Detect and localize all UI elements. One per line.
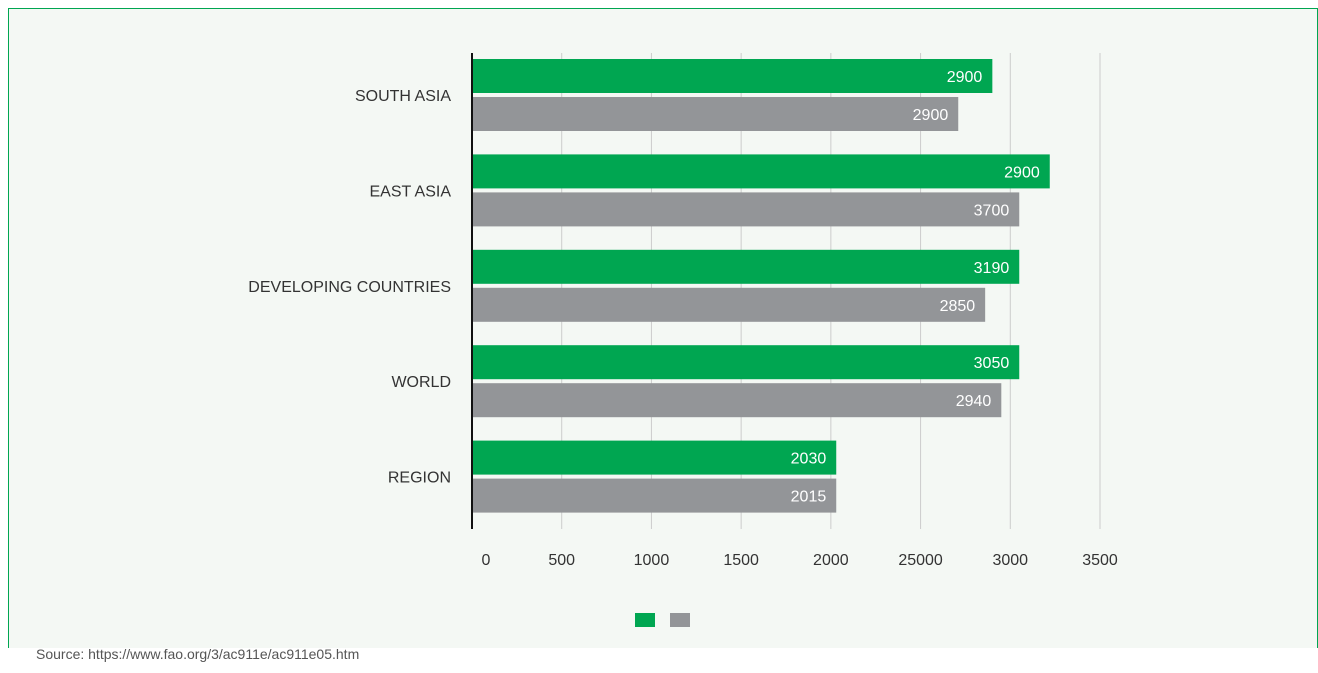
bar-chart: 2900 2900 2900 3700 3190 2850 3050 2940 2030 2015… xyxy=(248,53,1118,627)
legend-swatch xyxy=(670,613,690,627)
legend-swatch xyxy=(635,613,655,627)
tick-label: 3000 xyxy=(992,552,1028,569)
chart-frame: 2900 2900 2900 3700 3190 2850 3050 2940 2030 2015… xyxy=(8,8,1318,648)
bar-value-label: 3700 xyxy=(974,202,1010,219)
category-label: SOUTH ASIA xyxy=(355,88,451,105)
bars: 2900 2900 2900 3700 3190 2850 3050 2940 2030 2015 xyxy=(472,59,1050,513)
bar-value-label: 2900 xyxy=(1004,164,1040,181)
bar-value-label: 2900 xyxy=(947,69,983,86)
bar xyxy=(472,59,993,93)
category-label: WORLD xyxy=(391,374,451,391)
bar xyxy=(472,383,1002,418)
bar-value-label: 2940 xyxy=(956,393,992,410)
tick-labels: 0 500 1000 1500 2000 25000 3000 3500 xyxy=(482,552,1118,569)
bar-value-label: 2030 xyxy=(791,451,827,468)
bar xyxy=(472,478,837,513)
category-label: DEVELOPING COUNTRIES xyxy=(248,279,451,296)
bar-value-label: 2900 xyxy=(913,107,949,124)
bar xyxy=(472,249,1020,284)
bar xyxy=(472,192,1020,227)
bar xyxy=(472,97,959,131)
tick-label: 25000 xyxy=(898,552,943,569)
bar-value-label: 3190 xyxy=(974,260,1010,277)
legend xyxy=(635,613,690,627)
bar-value-label: 3050 xyxy=(974,355,1010,372)
category-labels: SOUTH ASIA EAST ASIA DEVELOPING COUNTRIES W… xyxy=(248,88,451,487)
tick-label: 2000 xyxy=(813,552,849,569)
tick-label: 500 xyxy=(548,552,575,569)
tick-label: 1000 xyxy=(634,552,670,569)
bar-value-label: 2015 xyxy=(791,489,827,506)
bar xyxy=(472,154,1050,189)
tick-label: 3500 xyxy=(1082,552,1118,569)
bar xyxy=(472,287,986,322)
category-label: REGION xyxy=(388,470,451,487)
category-label: EAST ASIA xyxy=(369,183,451,200)
bar xyxy=(472,440,837,475)
tick-label: 0 xyxy=(482,552,491,569)
bar xyxy=(472,345,1020,380)
source-note: Source: https://www.fao.org/3/ac911e/ac9… xyxy=(36,646,360,662)
tick-label: 1500 xyxy=(723,552,759,569)
bar-value-label: 2850 xyxy=(940,298,976,315)
